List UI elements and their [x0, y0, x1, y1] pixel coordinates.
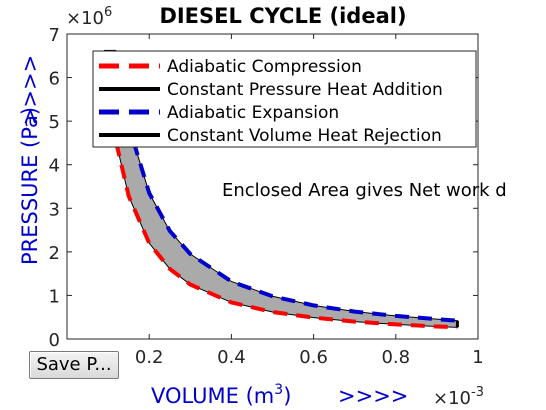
- series-line-adiabatic-expansion: [114, 51, 458, 323]
- legend-label-constant-pressure-heat-addition: Constant Pressure Heat Addition: [167, 80, 443, 100]
- x-axis-arrows: >>>>: [338, 384, 408, 408]
- y-tick-label: 1: [49, 286, 60, 307]
- x-axis-label: VOLUME (m3): [151, 382, 291, 408]
- y-tick-label: 4: [49, 156, 60, 177]
- y-axis-label: PRESSURE (Pa): [18, 107, 42, 265]
- legend-label-constant-volume-heat-rejection: Constant Volume Heat Rejection: [167, 126, 442, 146]
- enclosed-area-fill: [103, 51, 458, 328]
- legend-label-adiabatic-expansion: Adiabatic Expansion: [167, 103, 339, 123]
- x-axis-label-suffix: ): [283, 384, 291, 408]
- x-tick-label: 0.6: [299, 347, 328, 368]
- tick-layer: 0.2 0.4 0.6 0.8 1 0 1 2 3 4 5 6 7: [49, 25, 484, 368]
- enclosed-area-annotation: Enclosed Area gives Net work d: [222, 180, 507, 201]
- legend: Adiabatic Compression Constant Pressure H…: [92, 50, 477, 148]
- x-axis-exponent: ×10-3: [433, 385, 484, 409]
- save-plot-button[interactable]: Save P...: [29, 351, 119, 379]
- x-tick-label: 1: [472, 347, 483, 368]
- x-exponent-power: -3: [471, 385, 484, 400]
- y-axis-arrows: >>>>: [18, 55, 42, 125]
- y-exponent-base: ×10: [66, 8, 104, 29]
- legend-box: [92, 50, 477, 148]
- chart-title: DIESEL CYCLE (ideal): [159, 4, 406, 28]
- x-exponent-base: ×10: [433, 388, 471, 409]
- y-tick-label: 5: [49, 112, 60, 133]
- y-tick-label: 3: [49, 199, 60, 220]
- y-axis-exponent: ×106: [66, 5, 112, 29]
- x-axis-label-superscript: 3: [274, 382, 283, 398]
- y-tick-label: 6: [49, 69, 60, 90]
- x-tick-label: 0.4: [217, 347, 246, 368]
- y-tick-label: 2: [49, 243, 60, 264]
- x-axis-label-text: VOLUME (m: [151, 384, 274, 408]
- x-tick-label: 0.2: [135, 347, 164, 368]
- y-exponent-power: 6: [104, 5, 112, 20]
- legend-label-adiabatic-compression: Adiabatic Compression: [167, 57, 362, 77]
- x-tick-label: 0.8: [381, 347, 410, 368]
- y-tick-label: 0: [49, 330, 60, 351]
- series-line-adiabatic-compression: [102, 51, 458, 330]
- y-tick-label: 7: [49, 25, 60, 46]
